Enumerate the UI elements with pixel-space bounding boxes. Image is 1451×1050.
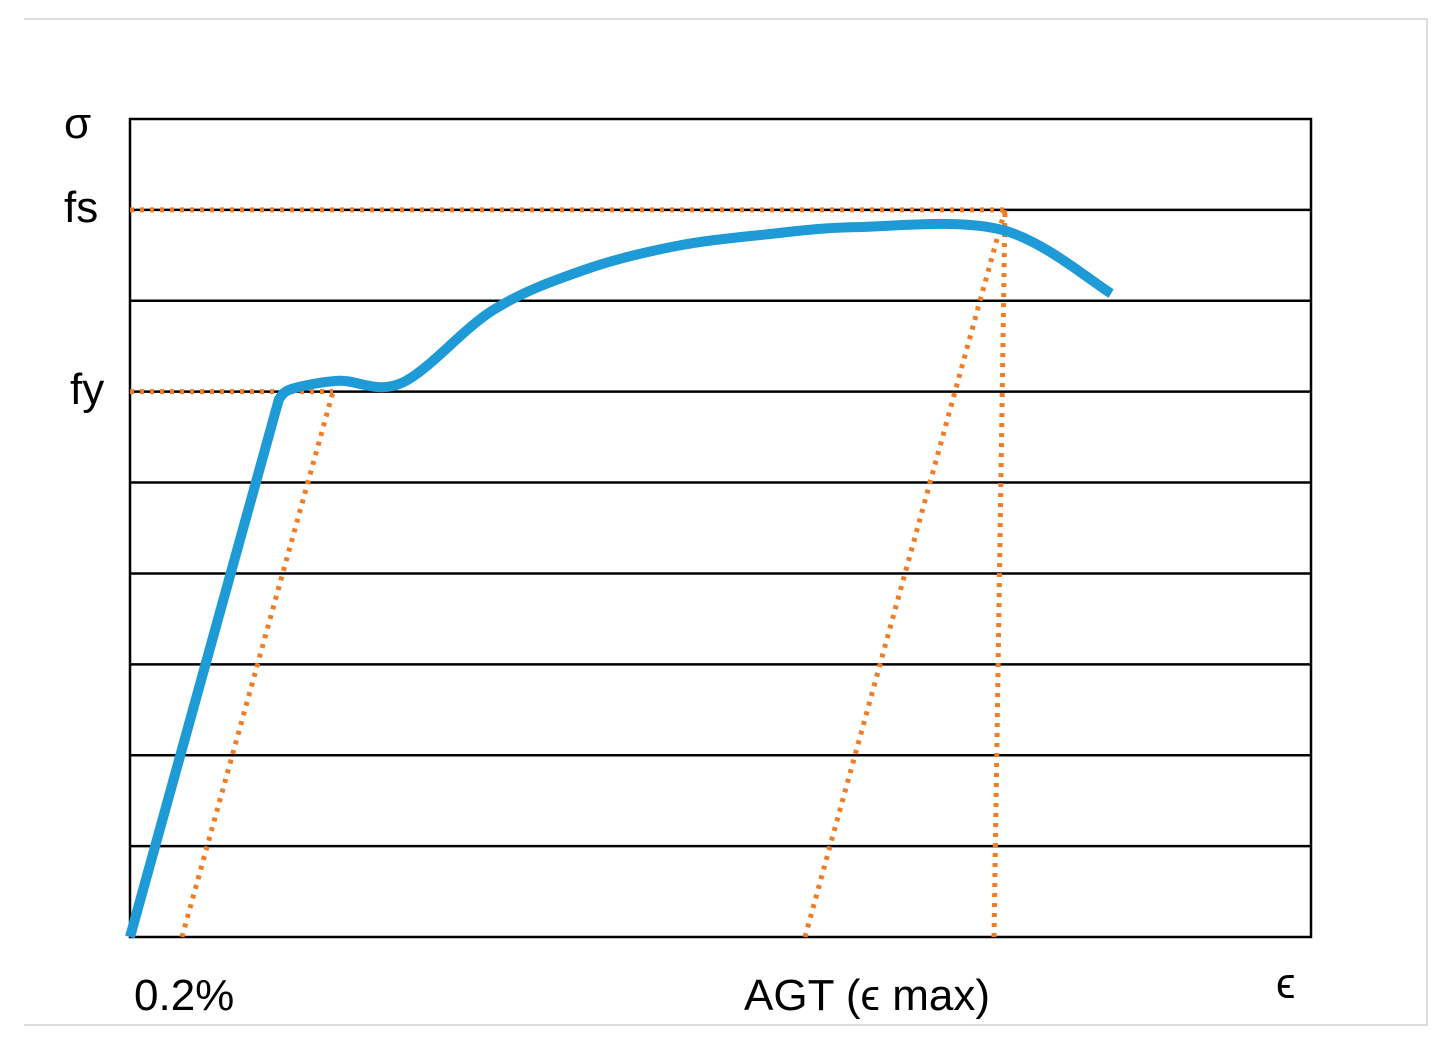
x-tick-label-agt: AGT (ϵ max) — [744, 971, 990, 1020]
figure-frame — [24, 18, 1428, 1026]
offset-0-2-dotted-line — [179, 390, 336, 938]
agt-vertical-dotted-line — [991, 209, 1008, 938]
stress-strain-line — [125, 218, 1114, 939]
y-tick-label-fy: fy — [70, 365, 104, 414]
y-tick-label-fs: fs — [64, 183, 98, 232]
dotted-reference-lines — [130, 207, 1008, 938]
x-tick-label-0-2-percent: 0.2% — [134, 971, 234, 1020]
y-axis-label: σ — [64, 99, 91, 148]
plot-border — [128, 117, 1313, 939]
stress-strain-curve — [125, 218, 1114, 939]
x-axis-label: ϵ — [1276, 959, 1295, 1008]
